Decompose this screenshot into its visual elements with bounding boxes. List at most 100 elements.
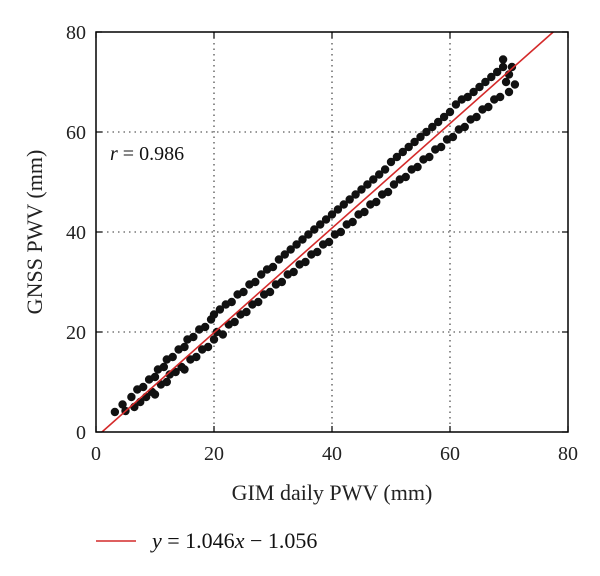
data-point <box>304 230 313 239</box>
data-point <box>389 180 399 189</box>
x-axis-ticks: 0 20 40 60 80 <box>91 32 578 465</box>
data-point <box>150 372 160 382</box>
data-point <box>463 92 472 102</box>
data-point <box>425 152 434 162</box>
data-point <box>257 270 266 279</box>
data-point <box>422 127 431 137</box>
x-axis-label: GIM daily PWV (mm) <box>232 480 433 505</box>
data-point <box>150 390 160 399</box>
data-point <box>404 142 413 152</box>
data-point <box>475 82 484 92</box>
data-point <box>159 362 169 372</box>
data-point <box>254 297 263 307</box>
data-point <box>410 137 419 147</box>
r-value: = 0.986 <box>118 143 184 165</box>
data-point <box>372 197 381 207</box>
data-point <box>436 142 446 152</box>
data-point <box>298 235 307 244</box>
data-point <box>289 267 298 277</box>
data-point <box>268 262 278 272</box>
data-point <box>428 122 437 132</box>
data-point <box>200 322 210 332</box>
data-point <box>139 382 148 392</box>
data-point <box>386 157 396 167</box>
data-point <box>180 342 189 352</box>
fit-line-layer <box>101 31 554 433</box>
data-point <box>180 365 189 374</box>
eq-slope: = 1.046 <box>162 528 235 553</box>
data-point <box>324 237 334 247</box>
legend: y = 1.046x − 1.056 <box>96 528 317 553</box>
grid-lines <box>96 32 568 432</box>
data-point <box>230 317 239 327</box>
data-point <box>448 132 458 142</box>
data-point <box>218 330 228 339</box>
data-point <box>398 147 407 157</box>
eq-x-symbol: x <box>234 528 245 553</box>
data-point <box>118 400 127 409</box>
data-point <box>127 392 136 402</box>
y-tick-label: 80 <box>66 22 86 44</box>
data-point <box>375 170 384 179</box>
data-point <box>171 367 180 377</box>
data-point <box>401 172 410 182</box>
data-point <box>274 255 284 264</box>
data-point <box>460 122 469 132</box>
data-point <box>215 305 225 314</box>
data-point <box>265 287 275 297</box>
y-tick-label: 60 <box>66 122 86 144</box>
data-point <box>413 162 422 172</box>
data-point <box>203 342 213 352</box>
data-point <box>493 67 502 77</box>
r-symbol: r <box>110 143 118 165</box>
data-point <box>327 210 337 219</box>
data-point <box>507 62 517 72</box>
eq-y-symbol: y <box>150 528 162 553</box>
data-point <box>369 175 378 184</box>
data-point <box>277 277 287 287</box>
y-tick-label: 40 <box>66 222 86 244</box>
correlation-annotation: r = 0.986 <box>110 143 184 165</box>
x-tick-label: 60 <box>440 443 460 465</box>
data-point <box>251 277 260 287</box>
y-axis-label: GNSS PWV (mm) <box>22 150 47 315</box>
data-point <box>504 87 514 97</box>
data-point <box>292 240 301 249</box>
fit-line <box>101 31 554 433</box>
data-point <box>510 80 520 89</box>
data-point <box>209 310 219 319</box>
data-point <box>469 87 478 97</box>
data-point <box>168 352 177 362</box>
y-tick-label: 0 <box>76 422 86 444</box>
data-points <box>110 55 520 417</box>
data-point <box>392 152 402 162</box>
data-point <box>301 257 310 267</box>
data-point <box>380 165 390 174</box>
data-point <box>333 205 343 214</box>
data-point <box>501 77 511 87</box>
data-point <box>310 225 319 234</box>
data-point <box>162 377 171 387</box>
data-point <box>209 335 219 344</box>
data-point <box>383 187 393 197</box>
data-point <box>451 100 461 109</box>
x-tick-label: 80 <box>558 443 578 465</box>
y-axis-ticks: 0 20 40 60 80 <box>66 22 568 444</box>
data-point <box>416 132 425 142</box>
y-tick-label: 20 <box>66 322 86 344</box>
data-point <box>316 220 325 229</box>
data-point <box>472 112 481 122</box>
data-point <box>498 55 508 64</box>
data-point <box>434 117 443 127</box>
eq-intercept: − 1.056 <box>244 528 317 553</box>
data-point <box>242 307 251 317</box>
legend-equation: y = 1.046x − 1.056 <box>150 528 317 553</box>
data-point <box>363 180 372 189</box>
data-point <box>495 92 505 102</box>
data-point <box>336 227 346 237</box>
data-point <box>110 407 120 417</box>
data-point <box>357 185 366 194</box>
data-point <box>192 352 201 362</box>
data-point <box>348 217 357 227</box>
